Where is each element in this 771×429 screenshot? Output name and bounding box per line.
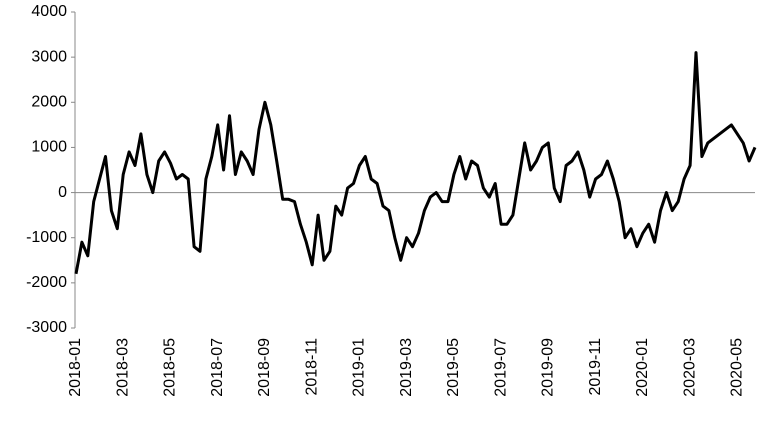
x-tick-label: 2019-01	[351, 338, 368, 397]
x-tick-label: 2020-05	[729, 338, 746, 397]
x-tick-label: 2019-09	[540, 338, 557, 397]
x-tick-label: 2020-01	[634, 338, 651, 397]
x-tick-label: 2018-07	[209, 338, 226, 397]
x-tick-label: 2018-01	[67, 338, 84, 397]
y-tick-label: -1000	[26, 229, 67, 246]
x-tick-label: 2019-03	[398, 338, 415, 397]
series-line	[74, 51, 757, 275]
y-tick-label: 1000	[31, 139, 67, 156]
x-tick-label: 2019-07	[492, 338, 509, 397]
x-tick-label: 2018-11	[303, 338, 320, 396]
x-tick-label: 2020-03	[681, 338, 698, 397]
x-tick-label: 2018-03	[114, 338, 131, 397]
y-tick-label: -2000	[26, 274, 67, 291]
x-tick-label: 2018-09	[256, 338, 273, 397]
y-tick-label: 4000	[31, 3, 67, 20]
y-tick-label: 2000	[31, 94, 67, 111]
x-tick-label: 2019-11	[587, 338, 604, 396]
y-tick-label: 0	[58, 184, 67, 201]
x-tick-label: 2018-05	[162, 338, 179, 397]
y-tick-label: -3000	[26, 319, 67, 336]
y-tick-label: 3000	[31, 48, 67, 65]
x-tick-label: 2019-05	[445, 338, 462, 397]
